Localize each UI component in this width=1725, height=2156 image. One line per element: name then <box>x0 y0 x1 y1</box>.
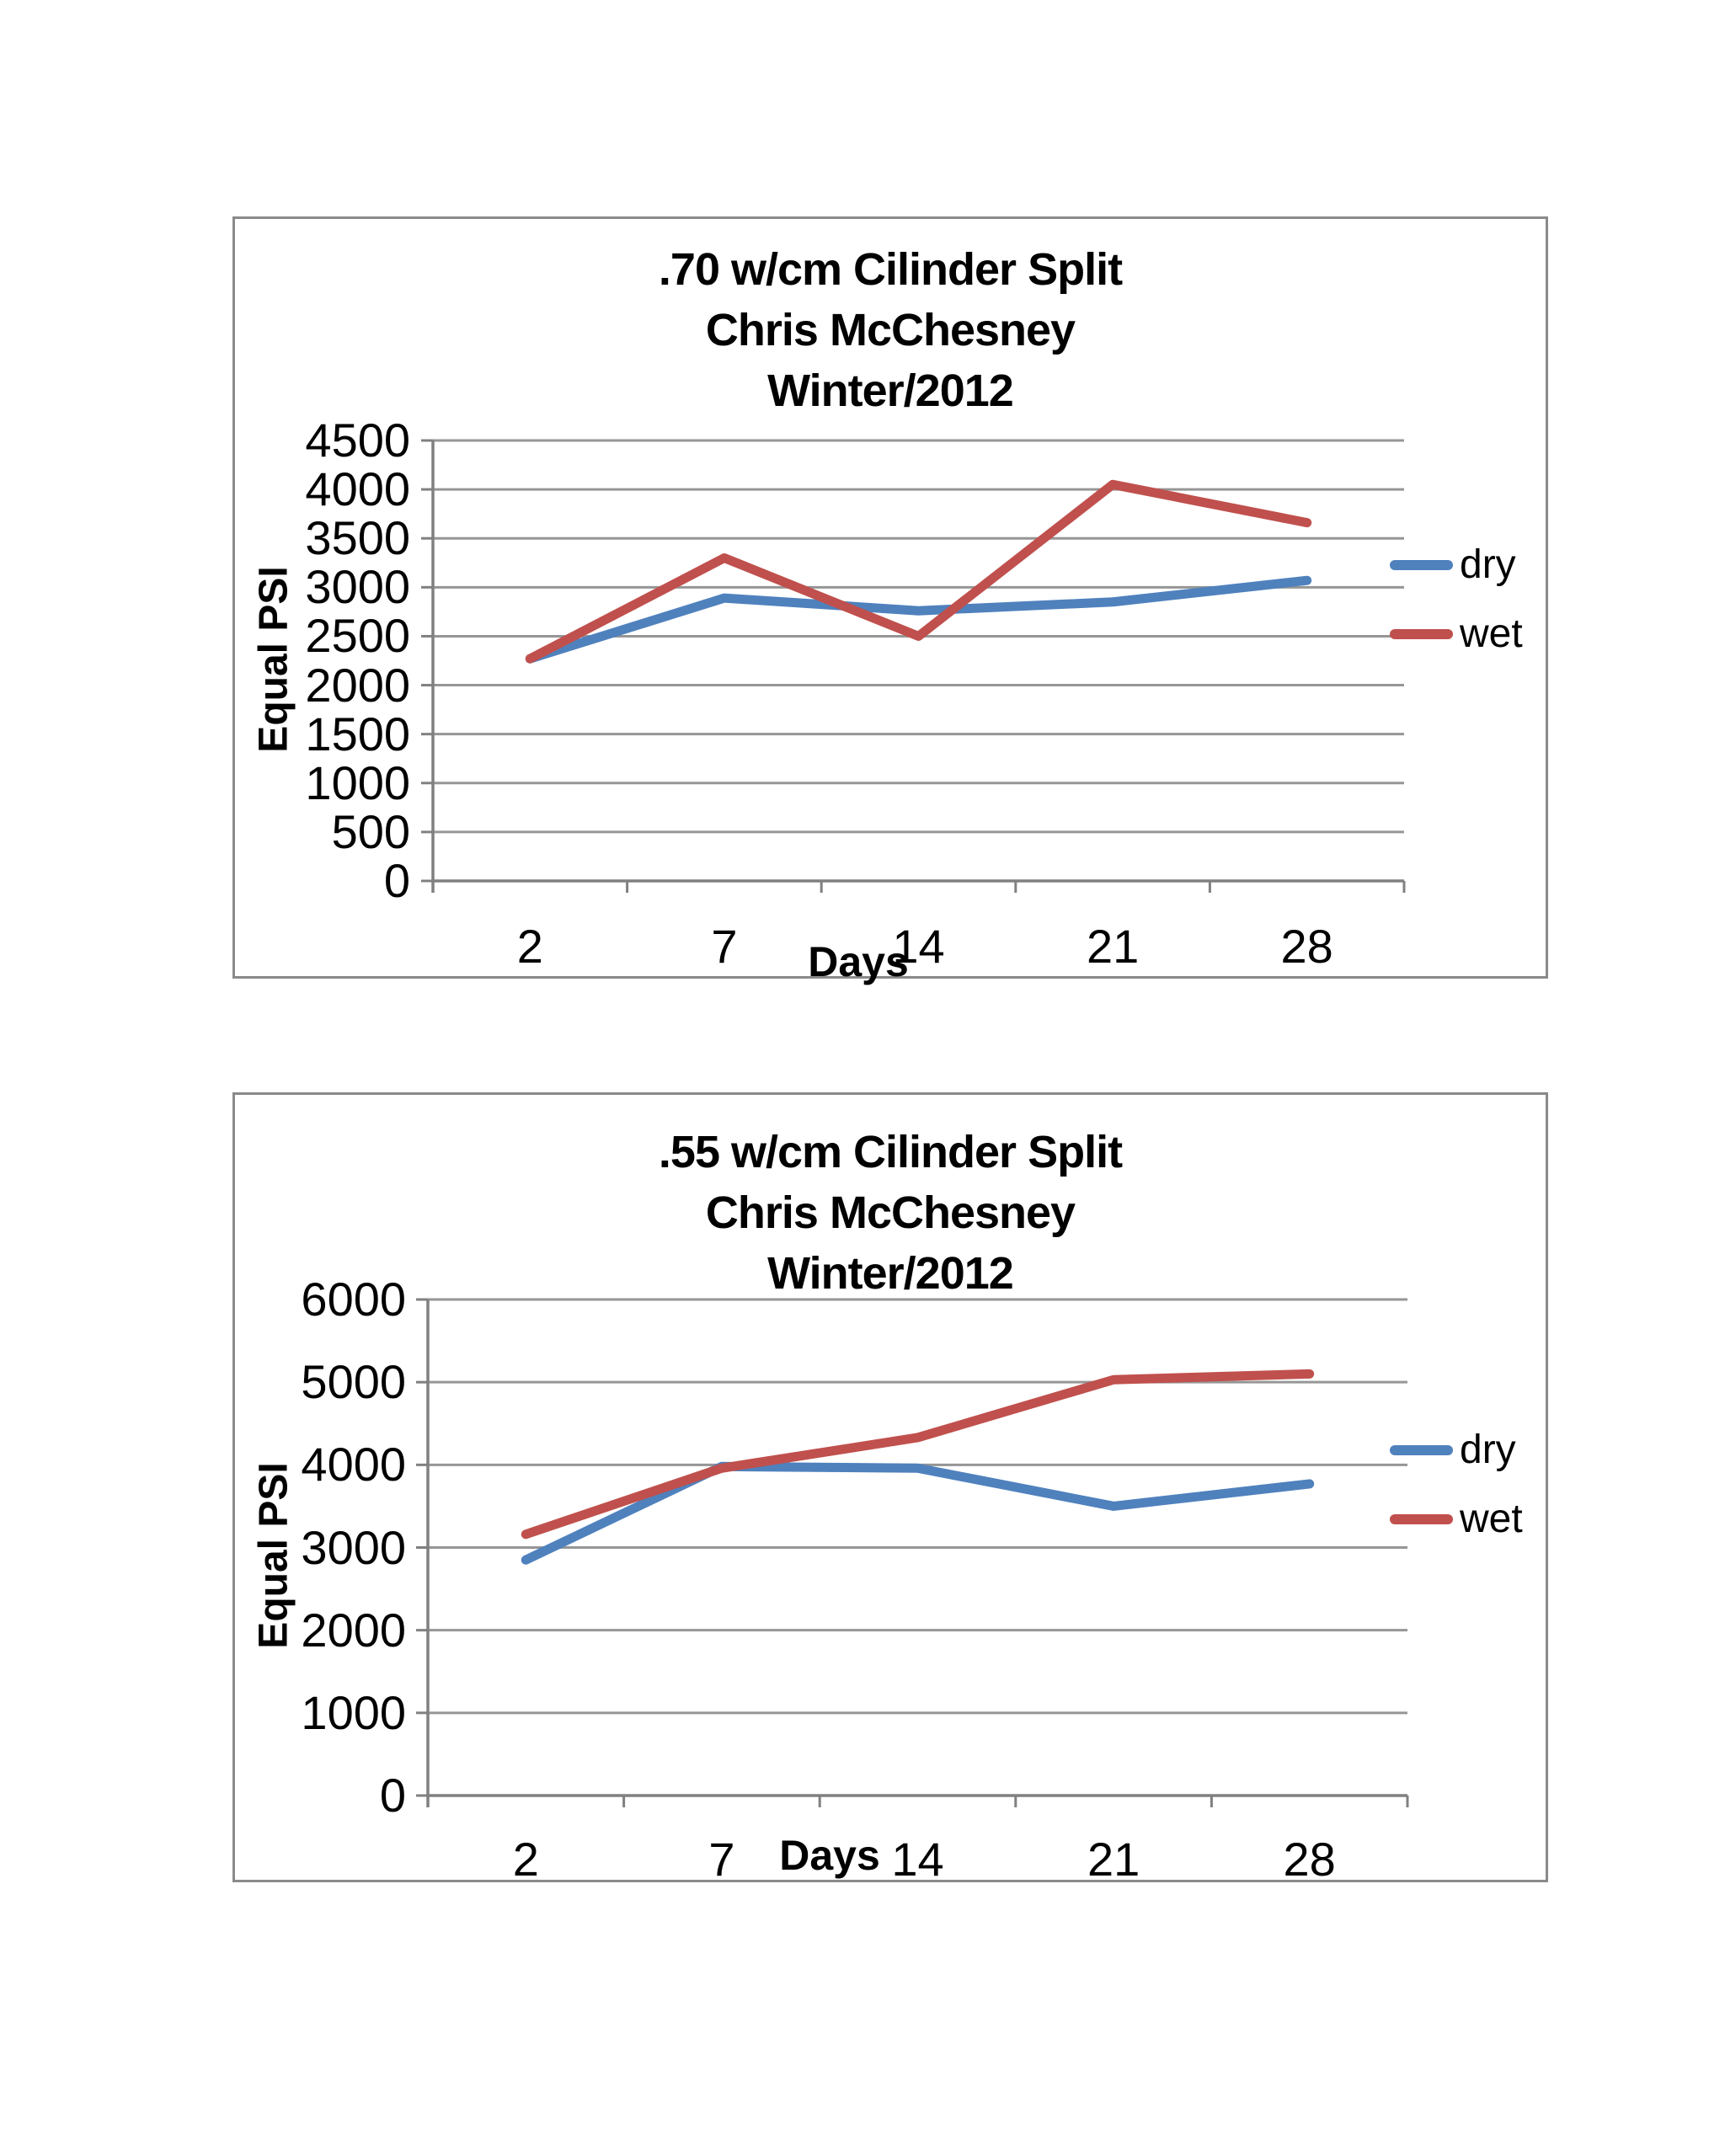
legend-label-wet: wet <box>1460 611 1523 656</box>
legend-label-dry: dry <box>1460 1428 1516 1472</box>
y-tick-label: 1000 <box>301 1685 406 1739</box>
chart-title: .70 w/cm Cilinder Split Chris McChesney … <box>235 239 1546 421</box>
y-tick-label: 5000 <box>301 1355 406 1409</box>
plot-area <box>421 439 1406 893</box>
dry-line-swatch <box>1390 560 1453 570</box>
x-axis-title: Days <box>779 1832 880 1879</box>
y-tick-label: 2500 <box>305 609 410 663</box>
title-line-3: Winter/2012 <box>767 366 1014 416</box>
title-line-2: Chris McChesney <box>705 305 1076 355</box>
y-tick-label: 3000 <box>305 560 410 614</box>
y-axis-title: Equal PSI <box>251 1462 296 1649</box>
x-tick-label: 2 <box>512 1833 539 1886</box>
legend-label-wet: wet <box>1460 1497 1523 1541</box>
y-tick-label: 3000 <box>301 1520 406 1574</box>
x-tick-label: 7 <box>711 920 738 973</box>
legend-label-dry: dry <box>1460 542 1516 587</box>
legend-item-wet: wet <box>1390 609 1575 659</box>
y-axis-title: Equal PSI <box>251 566 296 753</box>
wet-line-swatch <box>1390 629 1453 639</box>
x-tick-label: 14 <box>891 1833 944 1886</box>
y-tick-label: 0 <box>379 1769 406 1822</box>
chart-title: .55 w/cm Cilinder Split Chris McChesney … <box>235 1122 1546 1304</box>
y-tick-label: 4000 <box>301 1438 406 1492</box>
y-tick-label: 2000 <box>301 1603 406 1657</box>
y-tick-label: 1500 <box>305 707 410 760</box>
title-line-2: Chris McChesney <box>705 1187 1076 1238</box>
x-tick-label: 28 <box>1283 1833 1336 1886</box>
title-line-3: Winter/2012 <box>767 1248 1014 1299</box>
y-tick-label: 500 <box>331 804 410 858</box>
legend-item-dry: dry <box>1390 540 1575 590</box>
y-tick-label: 6000 <box>301 1273 406 1326</box>
x-tick-label: 21 <box>1087 1833 1140 1886</box>
x-tick-label: 28 <box>1280 920 1333 973</box>
title-line-1: .55 w/cm Cilinder Split <box>658 1127 1123 1177</box>
title-line-1: .70 w/cm Cilinder Split <box>658 244 1123 295</box>
chart-70wcm-cylinder-split: .70 w/cm Cilinder Split Chris McChesney … <box>232 216 1548 985</box>
y-tick-label: 1000 <box>305 755 410 809</box>
legend-item-wet: wet <box>1390 1494 1575 1545</box>
y-tick-label: 0 <box>383 854 410 907</box>
plot-area <box>416 1298 1409 1807</box>
x-axis-title: Days <box>808 938 909 985</box>
x-tick-label: 21 <box>1086 920 1140 973</box>
y-tick-label: 2000 <box>305 658 410 712</box>
dry-line-swatch <box>1390 1445 1453 1455</box>
x-tick-label: 14 <box>892 920 945 973</box>
x-tick-label: 2 <box>516 920 543 973</box>
x-tick-label: 7 <box>708 1833 735 1886</box>
chart-55wcm-cylinder-split: .55 w/cm Cilinder Split Chris McChesney … <box>232 1092 1548 1886</box>
y-tick-label: 3500 <box>305 511 410 565</box>
y-tick-label: 4000 <box>305 462 410 516</box>
y-tick-label: 4500 <box>305 414 410 467</box>
legend-item-dry: dry <box>1390 1425 1575 1476</box>
wet-line-swatch <box>1390 1514 1453 1524</box>
